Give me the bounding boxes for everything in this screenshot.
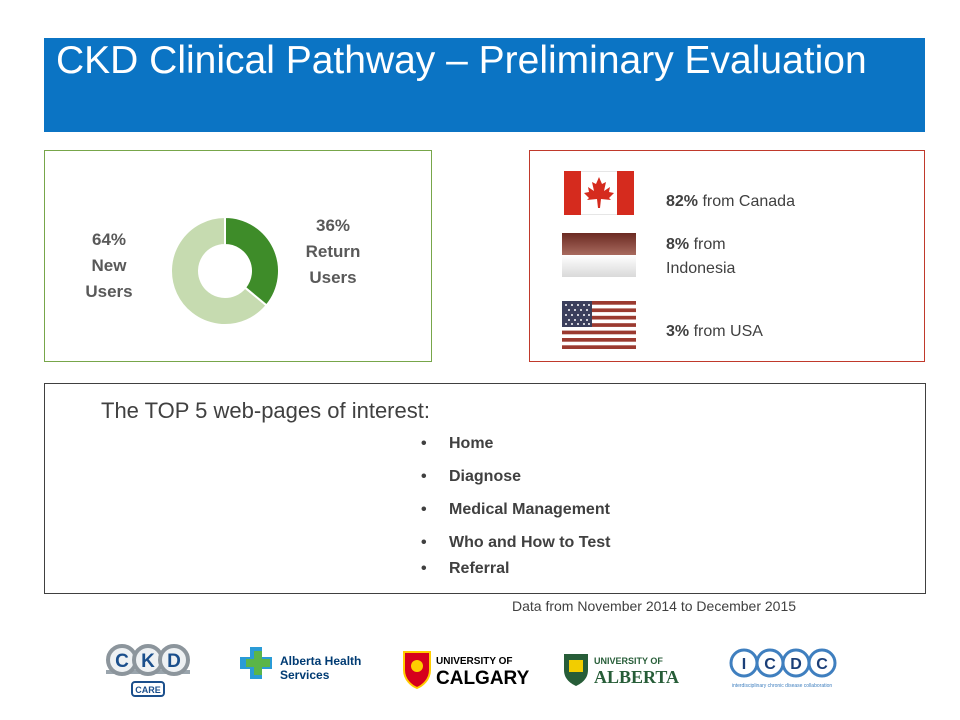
usa-flag-icon	[562, 301, 636, 349]
new-users-line2: Users	[85, 282, 133, 301]
title-bar: CKD Clinical Pathway – Preliminary Evalu…	[44, 38, 925, 132]
icdc-letter-c2: C	[816, 656, 828, 673]
indonesia-percent: 8%	[666, 236, 690, 253]
page-item-who-and-how-to-test: Who and How to Test	[449, 534, 611, 551]
new-users-line1: New	[91, 256, 127, 275]
icdc-letter-d: D	[790, 656, 802, 673]
alberta-health-services-logo: Alberta Health Services	[240, 647, 361, 682]
country-row-indonesia: 8% from Indonesia	[666, 233, 786, 281]
ahs-line1: Alberta Health	[280, 654, 361, 668]
page-item-referral: Referral	[449, 560, 510, 577]
ualberta-line2: ALBERTA	[594, 667, 679, 687]
canada-text: from Canada	[702, 193, 795, 210]
bullet: •	[421, 560, 427, 577]
new-users-label: 64% New Users	[73, 227, 145, 305]
ckd-letter-d: D	[167, 651, 181, 672]
top-pages-panel: The TOP 5 web-pages of interest: • Home •…	[44, 383, 926, 594]
bullet: •	[421, 468, 427, 485]
bullet: •	[421, 534, 427, 551]
new-users-percent: 64%	[91, 230, 127, 249]
list-item: • Referral	[421, 557, 610, 590]
list-item: • Who and How to Test	[421, 531, 610, 557]
country-panel: 82% from Canada 8% from Indonesia 3% fro…	[529, 150, 925, 362]
list-item: • Diagnose	[421, 465, 610, 498]
user-type-panel: 64% New Users 36% Return Users	[44, 150, 432, 362]
indonesia-flag-icon	[562, 233, 636, 277]
ucalgary-line2: CALGARY	[436, 668, 530, 689]
bullet: •	[421, 501, 427, 518]
page-item-home: Home	[449, 435, 494, 452]
list-item: • Medical Management	[421, 498, 610, 531]
canada-percent: 82%	[666, 193, 699, 210]
data-range-footnote: Data from November 2014 to December 2015	[512, 598, 797, 614]
university-of-calgary-logo: UNIVERSITY OF CALGARY	[403, 651, 530, 690]
return-users-percent: 36%	[315, 216, 351, 235]
indonesia-text: from Indonesia	[666, 236, 736, 277]
page-title: CKD Clinical Pathway – Preliminary Evalu…	[56, 39, 867, 82]
page-item-medical-management: Medical Management	[449, 501, 610, 518]
canada-flag-icon	[564, 171, 634, 215]
bullet: •	[421, 435, 427, 452]
ckd-care-text: CARE	[135, 685, 161, 695]
ckd-letter-k: K	[141, 651, 155, 672]
country-row-canada: 82% from Canada	[666, 190, 795, 214]
ahs-line2: Services	[280, 668, 330, 682]
ckd-letter-c: C	[115, 651, 129, 672]
icdc-logo: I C D C interdisciplinary chronic diseas…	[729, 648, 837, 689]
icdc-subtitle: interdisciplinary chronic disease collab…	[732, 683, 833, 689]
country-row-usa: 3% from USA	[666, 320, 763, 344]
icdc-letter-i: I	[742, 656, 746, 673]
return-users-line1: Return	[305, 242, 361, 261]
icdc-letter-c1: C	[764, 656, 776, 673]
ualberta-line1: UNIVERSITY OF	[594, 656, 663, 666]
page-item-diagnose: Diagnose	[449, 468, 522, 485]
return-users-segment	[224, 215, 280, 307]
return-users-line2: Users	[309, 268, 357, 287]
top-pages-list: • Home • Diagnose • Medical Management • Who…	[421, 432, 610, 590]
top-pages-heading: The TOP 5 web-pages of interest:	[101, 398, 430, 423]
return-users-label: 36% Return Users	[293, 213, 373, 291]
university-of-alberta-logo: UNIVERSITY OF ALBERTA	[564, 654, 679, 687]
list-item: • Home	[421, 432, 610, 465]
user-donut-chart	[170, 215, 280, 326]
new-users-segment	[170, 215, 269, 326]
ckd-care-logo: C K D CARE	[106, 644, 190, 697]
usa-text: from USA	[693, 323, 763, 340]
ucalgary-line1: UNIVERSITY OF	[436, 656, 513, 667]
usa-percent: 3%	[666, 323, 690, 340]
